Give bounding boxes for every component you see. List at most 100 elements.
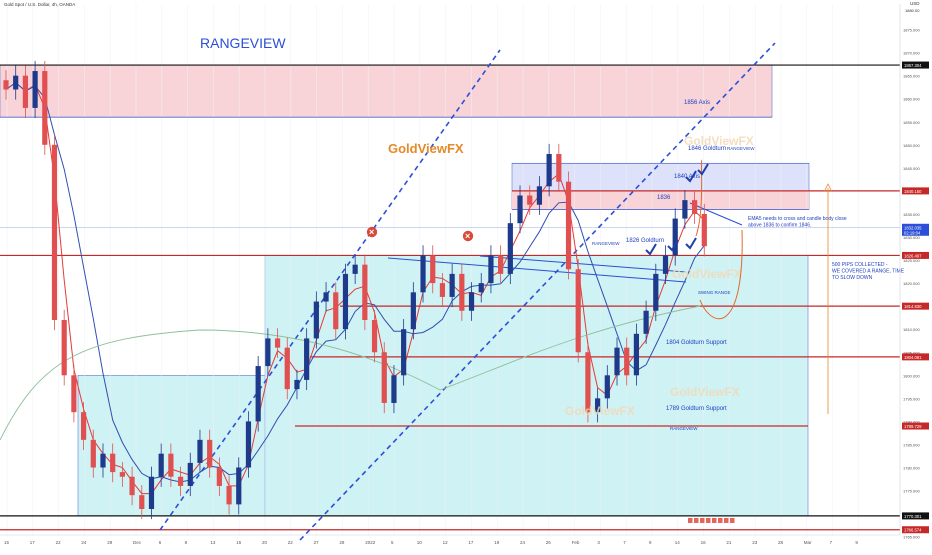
time-tick-8: 13: [210, 540, 216, 545]
currency-label: USD: [910, 1, 920, 6]
check-mark-3: [667, 239, 679, 252]
candle-body-48: [468, 292, 475, 311]
event-marker-0: [688, 518, 693, 523]
price-tick-6: 1845.000: [903, 166, 920, 171]
candle-body-19: [187, 462, 193, 486]
pips-note-line-1: WE COVERED A RANGE, TIME: [832, 269, 905, 275]
price-tick-13: 1810.000: [903, 327, 920, 332]
watermark-2: GoldViewFX: [670, 385, 740, 399]
time-tick-0: 15: [4, 540, 10, 545]
candle-body-25: [245, 421, 252, 468]
rangeview-small-mid: RANGEVIEW: [592, 241, 620, 246]
candle-body-66: [643, 310, 649, 334]
x-glyph-0: ×: [369, 227, 374, 237]
x-mark-0: [366, 226, 378, 238]
trend-lower: [299, 42, 776, 541]
price-tick-0: 1875.000: [903, 28, 920, 33]
candle-body-17: [168, 453, 174, 477]
price-tag-bg-0: [902, 61, 929, 69]
zone-pink-top: [0, 64, 773, 118]
time-tick-33: 9: [855, 540, 858, 545]
brand-label: GoldViewFX: [388, 141, 464, 156]
time-tick-6: 6: [159, 540, 162, 545]
candle-body-34: [333, 292, 339, 330]
event-marker-6: [724, 518, 729, 523]
sma-line: [5, 81, 705, 483]
watermark-0: GoldViewFX: [565, 404, 635, 418]
label-1826: 1826 Goldturn: [626, 238, 664, 244]
candle-body-32: [313, 301, 319, 339]
event-marker-5: [718, 518, 723, 523]
swing-range-label: SWING RANGE: [698, 290, 731, 295]
projection-curve: [695, 159, 743, 320]
price-tag-text-3: 1814.830: [904, 304, 922, 309]
time-tick-18: 17: [468, 540, 474, 545]
ema-note-line-1: above 1836 to confirm 1846.: [748, 223, 811, 229]
pips-note-line-0: 500 PIPS COLLECTED -: [832, 262, 888, 268]
check-mark-4: [685, 237, 697, 250]
event-marker-2: [700, 518, 705, 523]
price-tag-text-7: 1766.574: [904, 528, 922, 533]
candle-body-55: [536, 186, 543, 205]
price-tag-bg-7: [902, 526, 929, 534]
time-tick-15: 5: [391, 540, 394, 545]
candle-body-50: [488, 255, 494, 284]
price-tick-10: 1825.000: [903, 258, 920, 263]
time-tick-30: 28: [778, 540, 784, 545]
candle-body-21: [207, 439, 213, 468]
time-tick-3: 24: [81, 540, 87, 545]
price-tick-15: 1800.000: [903, 373, 920, 378]
time-tick-9: 15: [236, 540, 242, 545]
price-tick-9: 1830.000: [903, 235, 920, 240]
level-lines-layer: [0, 64, 900, 531]
event-marker-4: [712, 518, 717, 523]
candle-body-28: [274, 338, 281, 348]
candle-body-52: [507, 223, 513, 274]
candle-body-57: [556, 154, 562, 182]
candle-body-58: [565, 181, 572, 270]
time-tick-25: 9: [649, 540, 652, 545]
time-tick-16: 10: [417, 540, 423, 545]
time-tick-20: 24: [520, 540, 526, 545]
ema-note-line-0: EMA5 needs to cross and candle body clos…: [748, 216, 847, 222]
price-tick-1: 1870.000: [903, 51, 920, 56]
candle-body-41: [401, 329, 407, 376]
time-tick-7: 8: [185, 540, 188, 545]
candle-body-30: [294, 379, 300, 390]
price-tag-bg-5: [902, 422, 929, 430]
time-tick-23: 3: [597, 540, 600, 545]
candle-body-26: [255, 366, 261, 422]
zones-layer: [0, 64, 810, 517]
candle-body-14: [139, 495, 145, 509]
price-tick-18: 1785.000: [903, 442, 920, 447]
candle-body-1: [13, 75, 19, 90]
candle-body-70: [682, 200, 688, 219]
label-1856: 1856 Axis: [684, 100, 710, 106]
axes-layer: 1875.000 1870.000 1865.000 1860.000 1855.000…: [0, 4, 929, 545]
time-tick-27: 16: [701, 540, 707, 545]
time-tick-24: 7: [623, 540, 626, 545]
symbol-title: Gold Spot / U.S. Dollar, 4h, OANDA: [4, 2, 76, 7]
candle-body-65: [633, 333, 640, 376]
check-mark-2: [645, 243, 657, 256]
price-tag-bg-6: [902, 512, 929, 520]
time-tick-14: 2022: [365, 540, 376, 545]
pips-note: 500 PIPS COLLECTED -WE COVERED A RANGE, …: [832, 262, 905, 281]
zone-pink-mid: [512, 190, 809, 210]
candle-body-31: [304, 338, 310, 380]
time-tick-4: 29: [107, 540, 113, 545]
candle-body-71: [692, 200, 698, 214]
current-time-tag-text: 02:19:04: [904, 230, 921, 235]
candle-body-67: [653, 273, 659, 311]
time-tick-32: 7: [830, 540, 833, 545]
candle-body-72: [701, 213, 707, 247]
price-tag-text-2: 1826.497: [904, 253, 922, 258]
candle-body-61: [595, 398, 601, 413]
long-ma-line: [0, 305, 701, 441]
time-tick-31: Mar: [804, 540, 812, 545]
candle-body-68: [662, 255, 669, 274]
candle-body-9: [90, 439, 96, 468]
trendlines-layer: [159, 42, 776, 541]
candle-body-40: [391, 375, 397, 403]
price-tag-text-5: 1789.729: [904, 424, 922, 429]
